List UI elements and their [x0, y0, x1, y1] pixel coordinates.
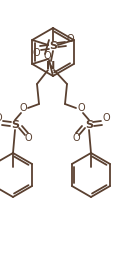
Text: S: S [49, 41, 56, 51]
Text: O: O [72, 133, 79, 143]
Text: O: O [32, 48, 39, 58]
Text: O: O [66, 34, 73, 44]
Text: O: O [19, 103, 27, 113]
Text: O: O [76, 103, 84, 113]
Text: O: O [24, 133, 32, 143]
Text: S: S [11, 120, 19, 130]
Text: S: S [84, 120, 92, 130]
Text: O: O [101, 113, 109, 123]
Text: O: O [43, 51, 50, 61]
Text: O: O [0, 113, 2, 123]
Text: N: N [46, 61, 55, 71]
